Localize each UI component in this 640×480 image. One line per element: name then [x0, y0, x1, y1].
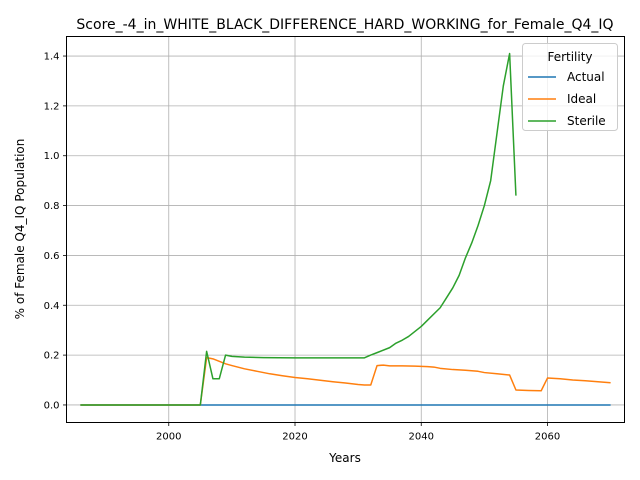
y-tick-label: 1.0: [44, 151, 60, 162]
legend-label-ideal: Ideal: [567, 92, 596, 106]
y-tick-label: 0.4: [44, 301, 60, 312]
y-tick-label: 1.4: [44, 52, 60, 63]
x-tick-label: 2040: [409, 432, 434, 443]
x-tick-label: 2020: [282, 432, 307, 443]
y-tick-label: 1.2: [44, 101, 60, 112]
legend: Fertility Actual Ideal Sterile: [522, 43, 618, 131]
y-tick-label: 0.0: [44, 400, 60, 411]
series-line-ideal: [80, 356, 611, 406]
y-tick-label: 0.8: [44, 201, 60, 212]
legend-title: Fertility: [547, 50, 592, 64]
tick-layer: 2000 2020 2040 2060 0.0 0.2 0.4 0.6 0.8 1.0 1.2 1.4: [44, 52, 561, 443]
legend-items: Actual Ideal Sterile: [528, 70, 606, 128]
legend-frame: [522, 43, 618, 131]
legend-label-sterile: Sterile: [567, 114, 606, 128]
x-tick-label: 2060: [535, 432, 560, 443]
legend-label-actual: Actual: [567, 70, 605, 84]
series-line-sterile: [80, 52, 517, 406]
chart-title: Score_-4_in_WHITE_BLACK_DIFFERENCE_HARD_…: [76, 17, 613, 33]
series-layer: [80, 52, 611, 406]
y-tick-label: 0.6: [44, 251, 60, 262]
x-tick-label: 2000: [156, 432, 181, 443]
plot-frame: [66, 36, 625, 423]
y-axis-label: % of Female Q4_IQ Population: [13, 139, 27, 320]
y-tick-label: 0.2: [44, 351, 60, 362]
x-axis-label: Years: [328, 451, 361, 465]
